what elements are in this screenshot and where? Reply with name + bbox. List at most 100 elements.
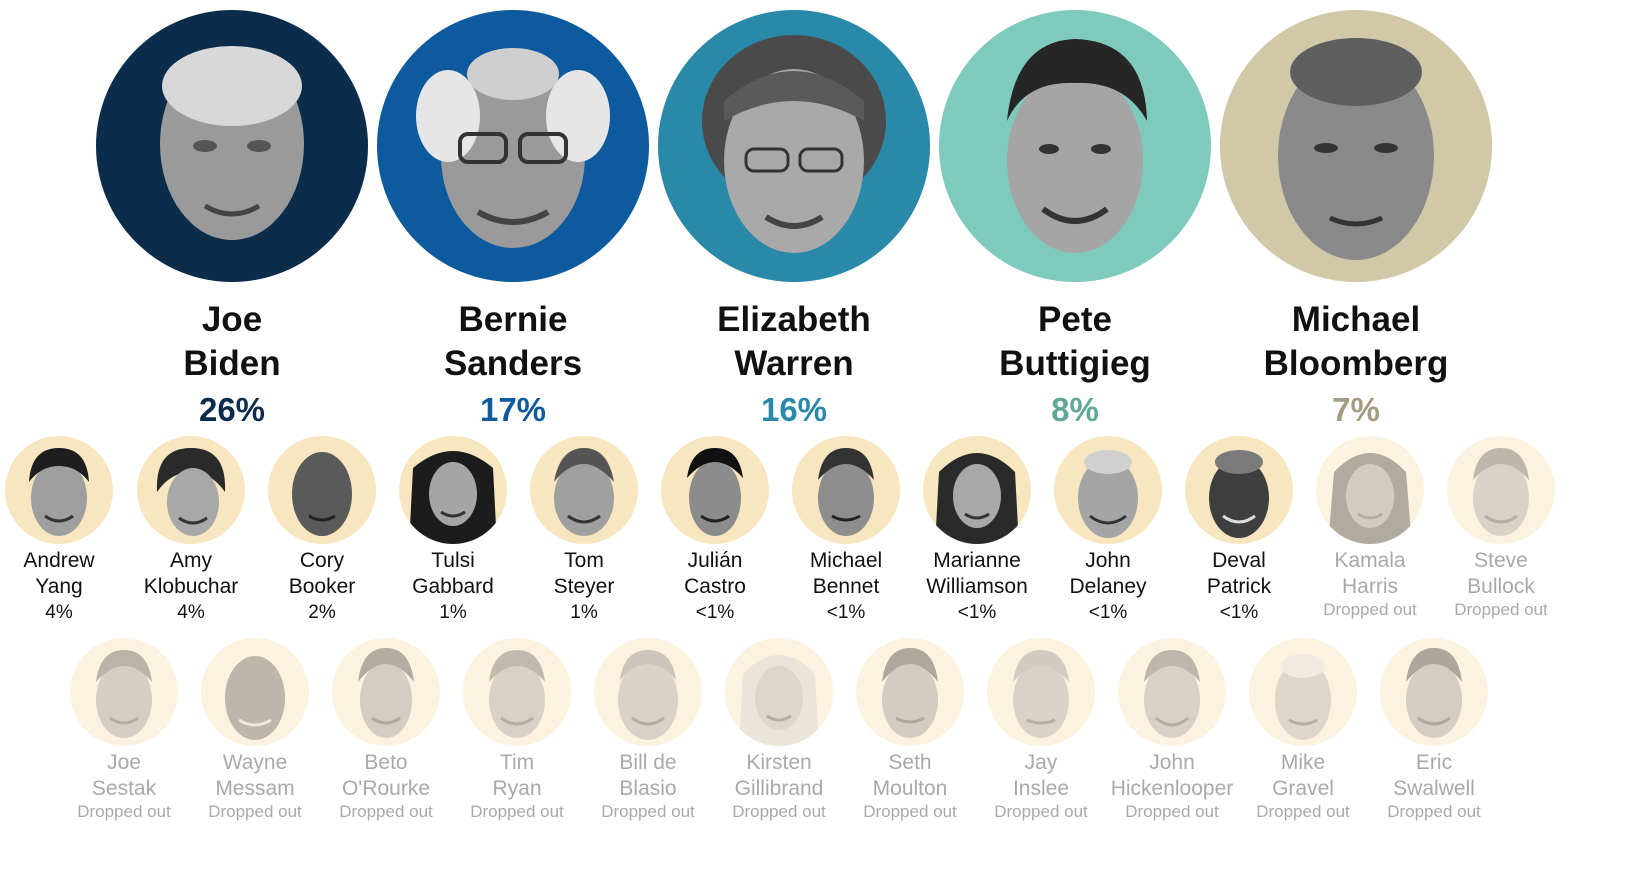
candidate-portrait-circle [201, 638, 309, 746]
leader-portrait-circle [939, 10, 1211, 282]
candidate-portrait-circle [725, 638, 833, 746]
leader-card: Pete Buttigieg 8% [935, 10, 1215, 430]
leader-name: Joe Biden [183, 300, 281, 383]
candidate-name: Jay Inslee [1012, 751, 1070, 800]
candidate-name: Wayne Messam [215, 751, 295, 800]
candidate-name: Tim Ryan [492, 751, 542, 800]
candidate-card: Kamala Harris Dropped out [1305, 436, 1435, 620]
candidate-portrait-circle [268, 436, 376, 544]
leader-portrait-circle [1220, 10, 1492, 282]
candidate-portrait-circle [530, 436, 638, 544]
candidate-percent: 4% [177, 602, 205, 623]
candidate-status: Dropped out [208, 802, 302, 821]
candidate-name: Kirsten Gillibrand [734, 751, 824, 800]
candidate-card: John Hickenlooper Dropped out [1107, 638, 1237, 822]
candidate-card: Wayne Messam Dropped out [190, 638, 320, 822]
leader-percent: 17% [479, 391, 547, 428]
leader-percent: 16% [760, 391, 828, 428]
candidate-card: Deval Patrick <1% [1174, 436, 1304, 626]
portrait-icon [1275, 654, 1331, 741]
candidate-name: John Hickenlooper [1110, 751, 1234, 800]
candidate-name: Julián Castro [684, 549, 746, 598]
candidate-card: Jay Inslee Dropped out [976, 638, 1106, 822]
portrait-icon [702, 35, 886, 253]
candidate-portrait-circle [1380, 638, 1488, 746]
candidate-status: Dropped out [1256, 802, 1350, 821]
candidate-name: Joe Sestak [91, 751, 157, 800]
candidate-percent: 1% [570, 602, 598, 623]
candidate-card: Tim Ryan Dropped out [452, 638, 582, 822]
candidate-name: Eric Swalwell [1393, 751, 1475, 800]
candidate-name: Deval Patrick [1206, 549, 1272, 598]
candidate-name: John Delaney [1069, 549, 1147, 598]
candidate-card: John Delaney <1% [1043, 436, 1173, 626]
candidate-name: Cory Booker [288, 549, 356, 598]
leader-card: Bernie Sanders 17% [373, 10, 653, 430]
portrait-icon [1473, 448, 1529, 537]
candidate-card: Andrew Yang 4% [0, 436, 124, 626]
candidate-card: Amy Klobuchar 4% [126, 436, 256, 626]
candidate-portrait-circle [923, 436, 1031, 544]
candidate-card: Cory Booker 2% [257, 436, 387, 626]
portrait-icon [882, 648, 938, 739]
candidate-percent: <1% [1219, 602, 1259, 623]
leader-name: Michael Bloomberg [1263, 300, 1449, 383]
candidate-portrait-circle [594, 638, 702, 746]
candidate-name: Amy Klobuchar [143, 549, 239, 598]
candidate-card: Tulsi Gabbard 1% [388, 436, 518, 626]
portrait-icon [156, 448, 226, 537]
candidate-portrait-circle [1185, 436, 1293, 544]
portrait-icon [29, 448, 89, 537]
portrait-icon [1209, 450, 1269, 539]
leader-percent: 8% [1051, 391, 1099, 428]
candidate-status: Dropped out [1125, 802, 1219, 821]
candidate-card: Michael Bennet <1% [781, 436, 911, 626]
candidate-percent: <1% [1088, 602, 1128, 623]
candidate-card: Mike Gravel Dropped out [1238, 638, 1368, 822]
portrait-icon [416, 48, 610, 248]
portrait-icon [687, 448, 743, 537]
leader-card: Elizabeth Warren 16% [654, 10, 934, 430]
portrait-icon [1013, 650, 1069, 739]
portrait-icon [96, 650, 152, 739]
candidate-status: Dropped out [1387, 802, 1481, 821]
portrait-icon [1278, 38, 1434, 260]
candidate-percent: 1% [439, 602, 467, 623]
portrait-icon [1078, 450, 1138, 539]
leader-portrait-circle [96, 10, 368, 282]
candidate-portrait-circle [1054, 436, 1162, 544]
candidate-card: Julián Castro <1% [650, 436, 780, 626]
candidate-portrait-circle [137, 436, 245, 544]
leader-portrait-circle [658, 10, 930, 282]
candidate-status: Dropped out [1323, 600, 1417, 619]
candidate-portrait-circle [792, 436, 900, 544]
portrait-icon [554, 448, 614, 537]
candidate-card: Steve Bullock Dropped out [1436, 436, 1566, 620]
candidate-card: Tom Steyer 1% [519, 436, 649, 626]
portrait-icon [618, 650, 678, 741]
candidate-percent: <1% [957, 602, 997, 623]
candidate-name: Mike Gravel [1272, 751, 1334, 800]
candidate-portrait-circle [1249, 638, 1357, 746]
candidate-percent: <1% [826, 602, 866, 623]
candidate-status: Dropped out [601, 802, 695, 821]
candidate-name: Michael Bennet [809, 549, 883, 598]
candidate-name: Steve Bullock [1467, 549, 1535, 598]
portrait-icon [489, 650, 545, 739]
candidate-portrait-circle [661, 436, 769, 544]
portrait-icon [1144, 650, 1200, 739]
candidate-portrait-circle [399, 436, 507, 544]
candidate-portrait-circle [1316, 436, 1424, 544]
candidate-name: Seth Moulton [872, 751, 948, 800]
leader-card: Michael Bloomberg 7% [1216, 10, 1496, 430]
candidate-card: Marianne Williamson <1% [912, 436, 1042, 626]
candidate-portrait-circle [5, 436, 113, 544]
candidate-name: Bill de Blasio [619, 751, 677, 800]
candidate-portrait-circle [1447, 436, 1555, 544]
leader-percent: 7% [1332, 391, 1380, 428]
portrait-icon [1007, 39, 1147, 253]
leader-name: Elizabeth Warren [717, 300, 871, 383]
candidate-portrait-circle [987, 638, 1095, 746]
candidate-portrait-circle [1118, 638, 1226, 746]
